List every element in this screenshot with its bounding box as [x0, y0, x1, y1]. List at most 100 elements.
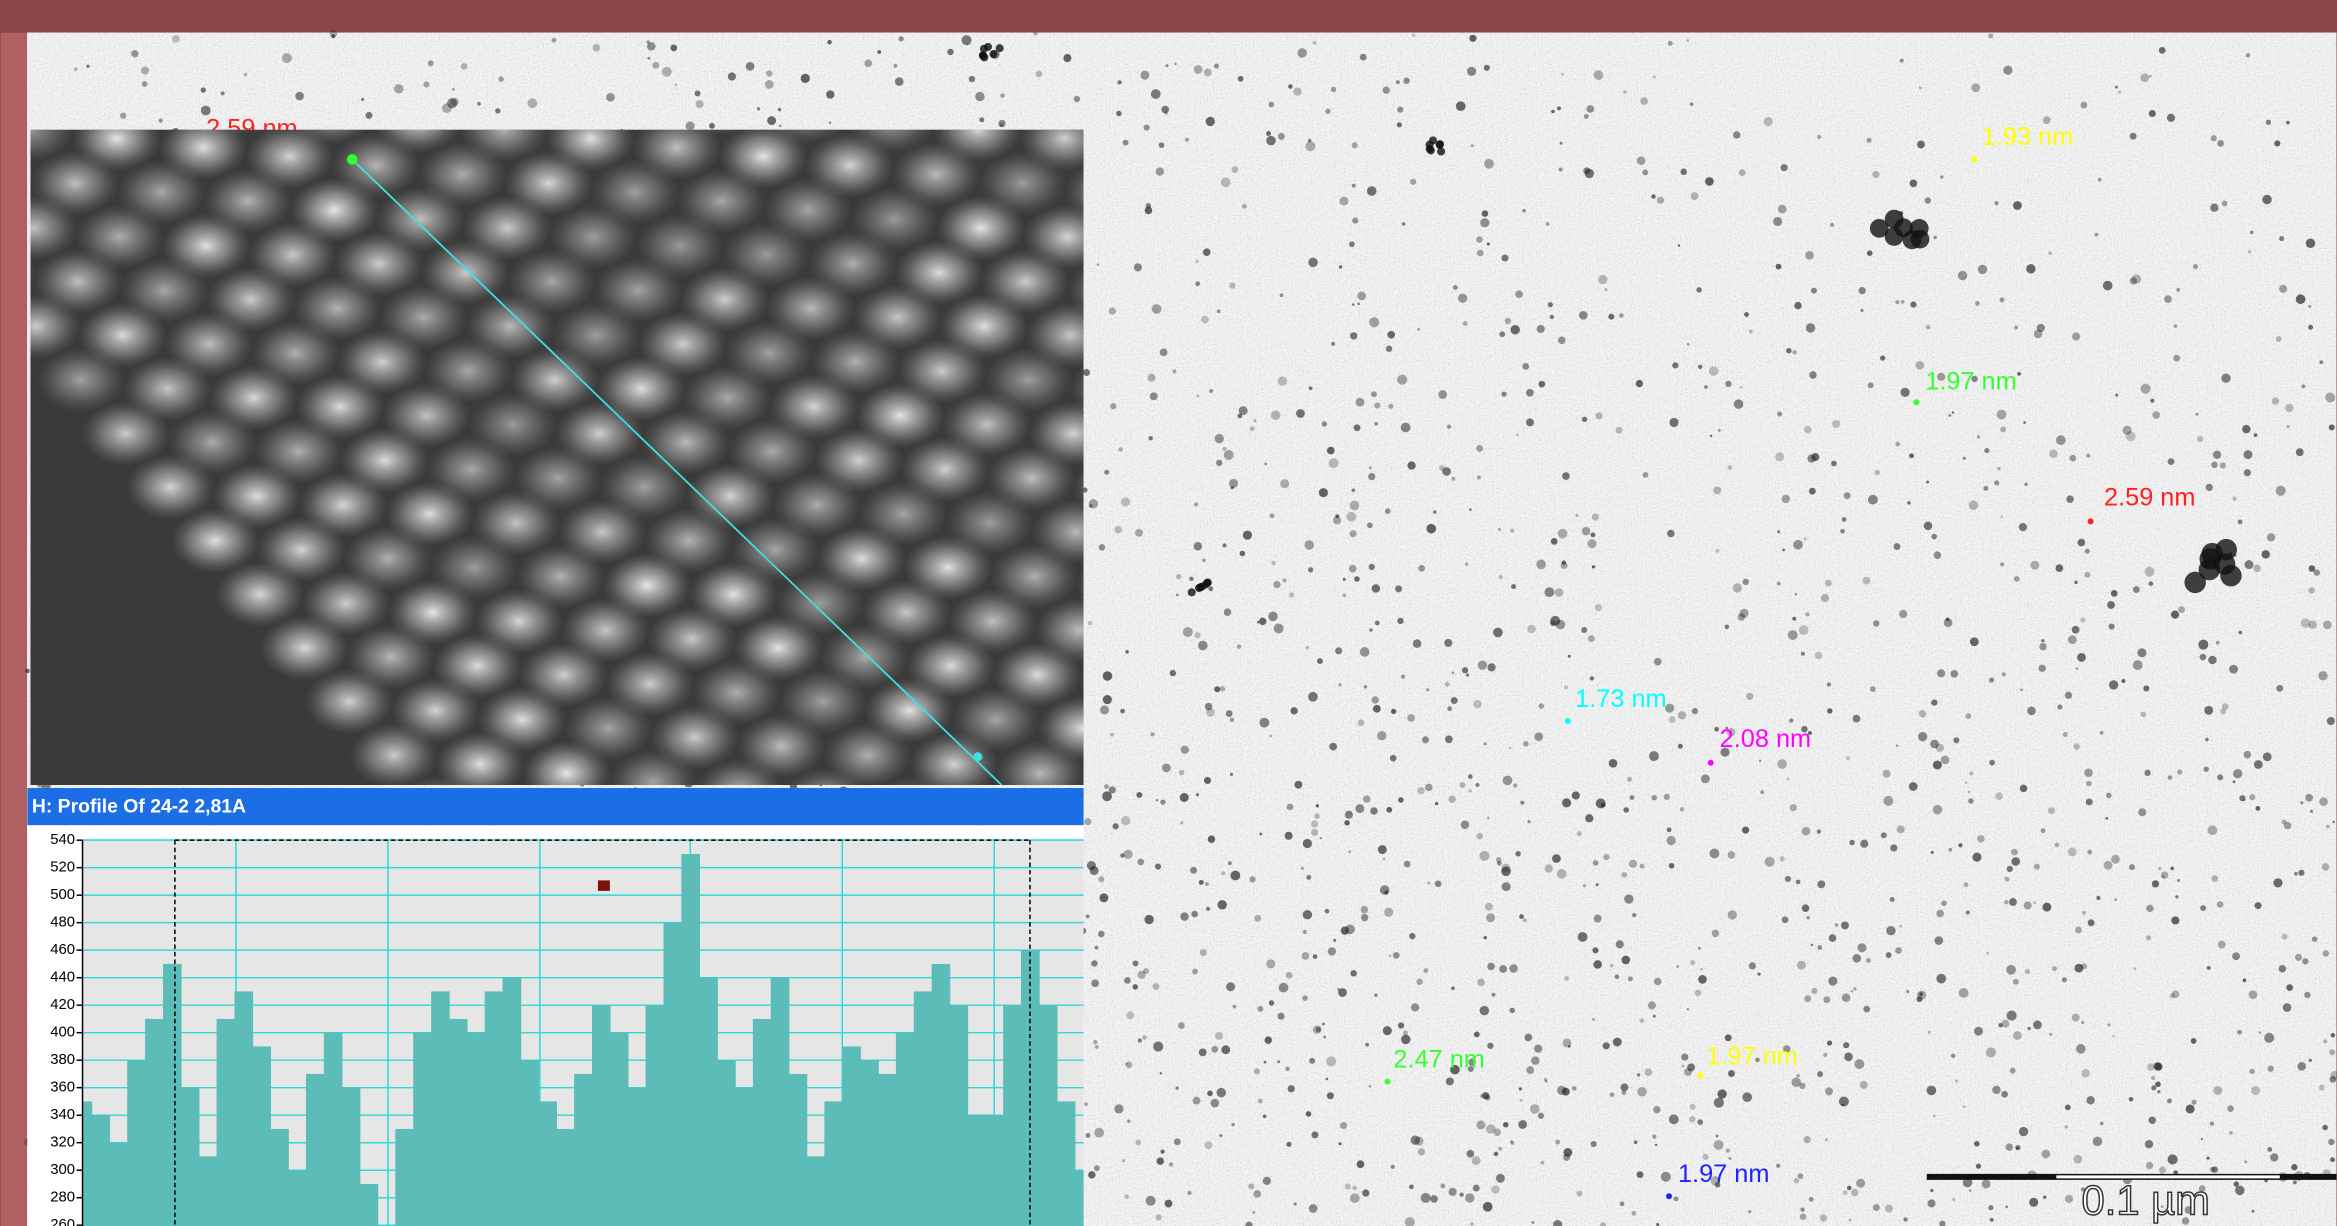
particle [1640, 97, 1648, 105]
particle [2072, 332, 2080, 340]
y-tick-label: 280 [50, 1190, 75, 1206]
particle [1099, 544, 1105, 550]
particle [1110, 733, 1114, 737]
particle [2149, 581, 2154, 586]
profile-bar [699, 978, 718, 1226]
profile-bar [503, 978, 522, 1226]
particle [1390, 755, 1397, 762]
particle [1123, 850, 1132, 859]
particle [1809, 488, 1816, 495]
particle [2048, 251, 2052, 255]
particle [1969, 1189, 1971, 1191]
particle [1317, 658, 1323, 664]
particle [2158, 867, 2161, 870]
particle [2146, 1162, 2153, 1169]
particle [442, 103, 452, 113]
particle [1615, 974, 1620, 979]
particle [1927, 1086, 1937, 1096]
particle [1308, 258, 1318, 268]
profile-bar [431, 991, 450, 1226]
particle [1333, 516, 1341, 524]
particle [1103, 671, 1113, 681]
profile-bar [681, 854, 700, 1226]
particle [461, 63, 468, 70]
particle [1728, 910, 1737, 919]
particle [1153, 1042, 1163, 1052]
particle [1190, 867, 1197, 874]
particle [2081, 963, 2087, 969]
particle [1224, 608, 1232, 616]
particle [2016, 1147, 2019, 1150]
particle [1758, 973, 1761, 976]
profile-bar [467, 1033, 486, 1226]
particle [1280, 479, 1289, 488]
particle [1120, 853, 1125, 858]
particle [1868, 495, 1878, 505]
particle [1372, 696, 1379, 703]
particle [1127, 1120, 1130, 1123]
particle [1982, 1180, 1991, 1189]
particle [1451, 986, 1455, 990]
particle [2206, 484, 2213, 491]
particle [1349, 241, 1355, 247]
particle [2323, 950, 2329, 956]
particle [1667, 530, 1674, 537]
particle [2279, 285, 2287, 293]
particle [1202, 558, 1206, 562]
particle [1499, 575, 1503, 579]
particle [1777, 411, 1782, 416]
particle [1669, 863, 1675, 869]
particle [1355, 804, 1364, 813]
particle [1086, 914, 1090, 918]
particle [1174, 1138, 1181, 1145]
particle [1785, 876, 1791, 882]
particle [1958, 271, 1967, 280]
particle [2244, 469, 2251, 476]
particle [2283, 1003, 2292, 1012]
particle [1138, 1038, 1142, 1042]
particle [1870, 686, 1876, 692]
particle [1480, 1006, 1490, 1016]
particle [1000, 93, 1005, 98]
cluster [2220, 565, 2241, 586]
particle [1398, 797, 1403, 802]
particle [1575, 514, 1578, 517]
particle [74, 67, 77, 70]
particle [2244, 450, 2253, 459]
particle [1306, 1111, 1312, 1117]
particle [1866, 958, 1871, 963]
particle [1805, 612, 1809, 616]
particle [1948, 414, 1951, 417]
particle [1230, 871, 1240, 881]
particle [2152, 411, 2160, 419]
particle [1326, 1056, 1336, 1066]
particle [1806, 323, 1815, 332]
particle [2025, 969, 2030, 974]
particle [1303, 910, 1312, 919]
profile-bar [1039, 1005, 1058, 1226]
particle [1145, 207, 1153, 215]
particle [1881, 832, 1887, 838]
particle [1418, 565, 1425, 572]
y-tick-label: 460 [50, 942, 75, 958]
particle [1201, 316, 1209, 324]
particle [2305, 794, 2313, 802]
particle [1788, 630, 1798, 640]
particle [1700, 968, 1702, 970]
particle [2088, 919, 2095, 926]
profile-bar [967, 1115, 986, 1226]
particle [1895, 300, 1899, 304]
particle [1933, 1115, 1936, 1118]
particle-marker [1666, 1193, 1672, 1199]
particle [1817, 829, 1821, 833]
particle [2111, 855, 2120, 864]
particle [1230, 718, 1234, 722]
particle [1215, 1032, 1223, 1040]
particle [1714, 1140, 1724, 1150]
particle [2295, 954, 2302, 961]
cluster [1436, 140, 1444, 148]
particle [1568, 655, 1571, 658]
particle [1155, 864, 1161, 870]
particle [2310, 810, 2313, 813]
particle [1778, 205, 1787, 214]
